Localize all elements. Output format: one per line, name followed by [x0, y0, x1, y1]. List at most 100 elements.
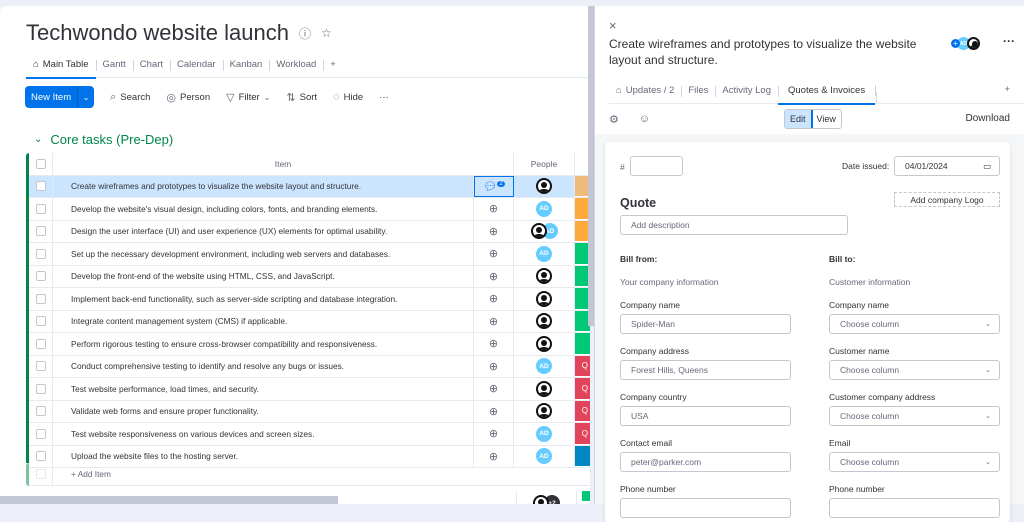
- column-header-people[interactable]: People: [514, 153, 575, 175]
- filter-button[interactable]: ▽ Filter ⌄: [226, 91, 271, 104]
- row-checkbox[interactable]: [29, 265, 53, 287]
- item-name[interactable]: Implement back-end functionality, such a…: [53, 288, 474, 310]
- row-checkbox[interactable]: [29, 333, 53, 355]
- close-icon[interactable]: ×: [609, 18, 617, 33]
- add-view-button[interactable]: +: [323, 53, 343, 77]
- status-cell[interactable]: Q: [575, 400, 590, 422]
- add-update-icon[interactable]: ⊕: [488, 405, 499, 418]
- row-checkbox[interactable]: [29, 175, 53, 197]
- item-subscribers[interactable]: + AD: [951, 37, 980, 50]
- updates-cell[interactable]: ⊕: [474, 355, 514, 377]
- table-row[interactable]: Test website responsiveness on various d…: [29, 423, 590, 446]
- gear-icon[interactable]: ⚙: [609, 113, 619, 126]
- updates-cell[interactable]: ⊕: [474, 400, 514, 422]
- tab-calendar[interactable]: Calendar: [170, 53, 223, 77]
- people-cell[interactable]: [514, 333, 575, 355]
- choose-column-select[interactable]: [829, 498, 1000, 518]
- item-name[interactable]: Design the user interface (UI) and user …: [53, 220, 474, 242]
- row-checkbox[interactable]: [29, 310, 53, 332]
- status-cell[interactable]: [575, 220, 590, 242]
- status-cell[interactable]: [575, 310, 590, 332]
- item-name[interactable]: Create wireframes and prototypes to visu…: [53, 175, 474, 197]
- tab-updates[interactable]: ⌂ Updates / 2: [616, 85, 675, 96]
- updates-icon[interactable]: 💬︎ 2: [483, 180, 505, 193]
- row-checkbox[interactable]: [29, 423, 53, 445]
- choose-column-select[interactable]: Choose column ⌄: [829, 360, 1000, 380]
- add-subscriber-icon[interactable]: +: [951, 39, 960, 48]
- add-item-input[interactable]: + Add Item: [71, 469, 111, 479]
- description-input[interactable]: Add description: [620, 215, 848, 235]
- field-input[interactable]: Spider-Man: [620, 314, 791, 334]
- add-company-logo-button[interactable]: Add company Logo: [894, 192, 1000, 207]
- add-update-icon[interactable]: ⊕: [488, 450, 499, 463]
- avatar[interactable]: [536, 335, 552, 352]
- row-checkbox[interactable]: [29, 445, 53, 467]
- updates-cell[interactable]: ⊕: [474, 378, 514, 400]
- avatar[interactable]: [536, 313, 552, 330]
- row-checkbox[interactable]: [29, 288, 53, 310]
- status-cell[interactable]: [575, 445, 590, 467]
- people-cell[interactable]: [514, 265, 575, 287]
- updates-cell[interactable]: ⊕: [474, 198, 514, 220]
- people-cell[interactable]: AD: [514, 198, 575, 220]
- info-icon[interactable]: ⓘ: [298, 26, 311, 41]
- add-update-icon[interactable]: ⊕: [488, 203, 499, 216]
- add-item-row[interactable]: + Add Item: [29, 463, 590, 486]
- avatar[interactable]: [536, 290, 552, 307]
- add-update-icon[interactable]: ⊕: [488, 360, 499, 373]
- item-name[interactable]: Conduct comprehensive testing to identif…: [53, 355, 474, 377]
- field-input[interactable]: peter@parker.com: [620, 452, 791, 472]
- group-header[interactable]: ⌄ Core tasks (Pre-Dep): [34, 132, 173, 147]
- status-cell[interactable]: [575, 288, 590, 310]
- status-cell[interactable]: [575, 175, 590, 197]
- quote-number-input[interactable]: [630, 156, 683, 176]
- tab-kanban[interactable]: Kanban: [222, 53, 270, 77]
- row-checkbox[interactable]: [29, 220, 53, 242]
- table-row[interactable]: Upload the website files to the hosting …: [29, 445, 590, 468]
- item-name[interactable]: Test website responsiveness on various d…: [53, 423, 474, 445]
- horizontal-scrollbar[interactable]: [0, 496, 338, 504]
- item-name[interactable]: Upload the website files to the hosting …: [53, 445, 474, 467]
- new-item-button[interactable]: New Item ⌄: [25, 86, 95, 108]
- updates-cell[interactable]: ⊕: [474, 310, 514, 332]
- updates-cell[interactable]: 💬︎ 2: [474, 175, 514, 197]
- choose-column-select[interactable]: Choose column ⌄: [829, 314, 1000, 334]
- status-cell[interactable]: Q: [575, 355, 590, 377]
- item-name[interactable]: Test website performance, load times, an…: [53, 378, 474, 400]
- download-button[interactable]: Download: [965, 113, 1010, 124]
- more-options-button[interactable]: ···: [379, 91, 389, 103]
- people-cell[interactable]: [514, 378, 575, 400]
- avatar[interactable]: AD: [536, 245, 552, 262]
- updates-cell[interactable]: ⊕: [474, 220, 514, 242]
- avatar[interactable]: [536, 380, 552, 397]
- table-row[interactable]: Test website performance, load times, an…: [29, 378, 590, 401]
- chevron-down-icon[interactable]: ⌄: [34, 134, 43, 145]
- people-cell[interactable]: AD: [514, 423, 575, 445]
- people-cell[interactable]: [514, 400, 575, 422]
- row-checkbox[interactable]: [29, 198, 53, 220]
- row-checkbox[interactable]: [29, 243, 53, 265]
- updates-cell[interactable]: ⊕: [474, 243, 514, 265]
- field-input[interactable]: [620, 498, 791, 518]
- tab-chart[interactable]: Chart: [132, 53, 170, 77]
- table-row[interactable]: Create wireframes and prototypes to visu…: [29, 175, 590, 198]
- date-issued-input[interactable]: 04/01/2024 ▭: [894, 156, 1000, 176]
- table-row[interactable]: Validate web forms and ensure proper fun…: [29, 400, 590, 423]
- avatar[interactable]: AD: [536, 358, 552, 375]
- row-checkbox[interactable]: [29, 400, 53, 422]
- updates-cell[interactable]: ⊕: [474, 288, 514, 310]
- row-checkbox[interactable]: [29, 355, 53, 377]
- avatar[interactable]: [536, 403, 552, 420]
- avatar[interactable]: AD: [536, 200, 552, 217]
- item-name[interactable]: Integrate content management system (CMS…: [53, 310, 474, 332]
- updates-cell[interactable]: ⊕: [474, 333, 514, 355]
- choose-column-select[interactable]: Choose column ⌄: [829, 406, 1000, 426]
- avatar[interactable]: AD: [536, 425, 552, 442]
- updates-cell[interactable]: ⊕: [474, 445, 514, 467]
- table-row[interactable]: Perform rigorous testing to ensure cross…: [29, 333, 590, 356]
- row-checkbox[interactable]: [29, 378, 53, 400]
- view-button[interactable]: View: [816, 114, 836, 124]
- status-cell[interactable]: [575, 333, 590, 355]
- tab-quotes-invoices[interactable]: Quotes & Invoices: [777, 79, 876, 105]
- group-title[interactable]: Core tasks (Pre-Dep): [50, 132, 174, 147]
